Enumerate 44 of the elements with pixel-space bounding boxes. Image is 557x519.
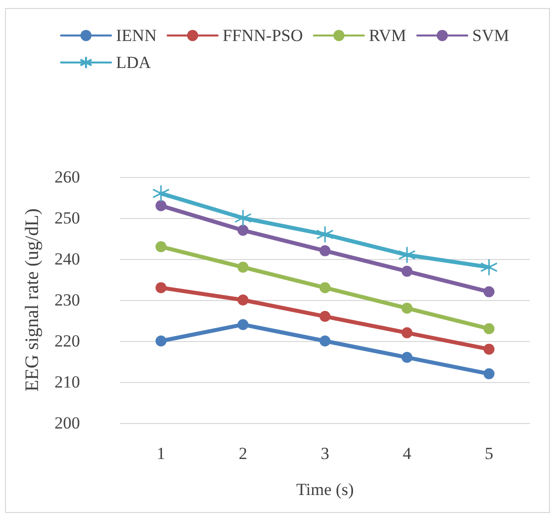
x-tick-label: 5 (484, 444, 494, 463)
point (316, 226, 334, 244)
y-tick-label: 210 (54, 372, 80, 392)
point (398, 246, 416, 264)
x-tick-label: 2 (238, 444, 248, 463)
point (320, 245, 330, 256)
point (152, 184, 170, 202)
legend-label: RVM (368, 26, 406, 45)
legend-label: IENN (116, 26, 157, 45)
point (480, 258, 498, 276)
point (402, 266, 412, 277)
point (234, 209, 252, 227)
point (238, 319, 248, 330)
point (238, 224, 248, 236)
point (156, 336, 166, 346)
legend-label: LDA (116, 53, 152, 72)
y-tick-label: 230 (54, 290, 80, 310)
y-tick-label: 250 (54, 208, 80, 228)
point (156, 282, 166, 294)
legend-label: SVM (472, 26, 510, 45)
point (320, 336, 330, 346)
point (402, 327, 412, 338)
point (156, 241, 166, 252)
point (484, 286, 494, 298)
x-tick-label: 1 (156, 444, 166, 463)
point (320, 310, 330, 322)
point (484, 368, 494, 380)
legend-label: FFNN-PSO (222, 26, 303, 45)
y-tick-label: 260 (54, 168, 80, 186)
y-tick-label: 200 (54, 414, 80, 432)
y-tick-label: 240 (54, 250, 80, 268)
point (402, 352, 412, 363)
y-axis-title: EEG signal rate (ug/dL) (22, 208, 43, 392)
point (320, 282, 330, 294)
y-tick-label: 220 (54, 332, 80, 350)
point (156, 200, 166, 212)
x-axis-title: Time (s) (296, 480, 354, 499)
point (484, 323, 494, 334)
point (238, 294, 248, 306)
point (238, 262, 248, 273)
point (484, 344, 494, 355)
x-tick-label: 3 (320, 444, 330, 463)
point (402, 302, 412, 314)
x-tick-label: 4 (402, 444, 412, 463)
